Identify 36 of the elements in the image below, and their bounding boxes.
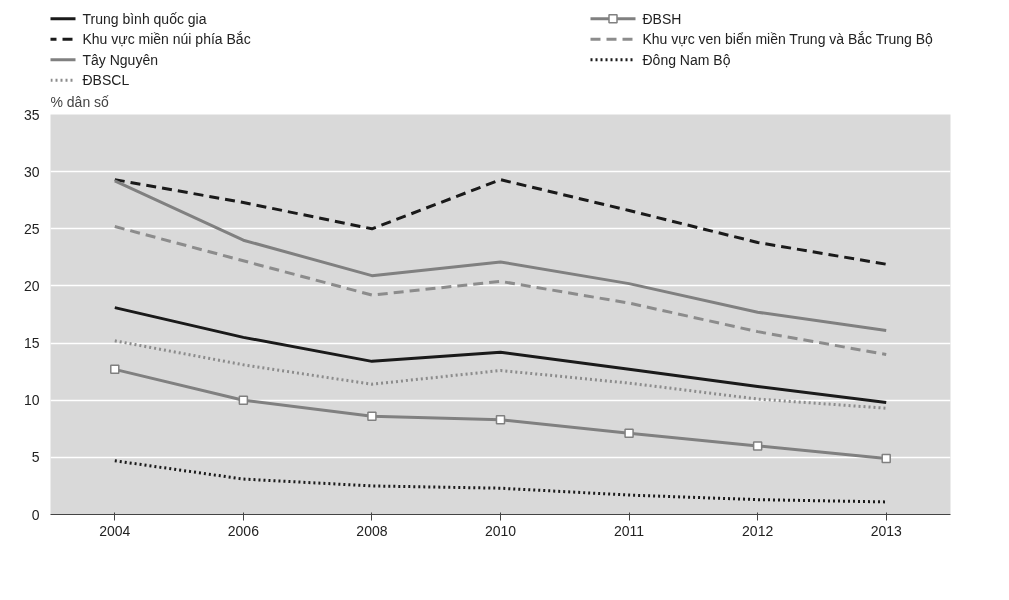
line-series	[113, 306, 888, 404]
point	[624, 428, 634, 439]
x-tick-label: 2012	[742, 522, 774, 539]
legend-label: ĐBSCL	[82, 72, 130, 89]
x-tick-label: 2013	[870, 522, 902, 539]
legend-label: Tây Nguyên	[82, 51, 158, 68]
point	[495, 414, 506, 425]
y-tick-label: 35	[23, 106, 40, 123]
line-series	[113, 178, 888, 266]
y-tick-label: 5	[31, 449, 40, 466]
x-tick-label: 2008	[356, 522, 388, 539]
legend-label: Khu vực ven biển miền Trung và Bắc Trung Bộ	[642, 31, 934, 48]
line-series	[113, 459, 888, 504]
legend-label: ĐBSH	[642, 10, 682, 27]
legend-label: Trung bình quốc gia	[82, 10, 207, 27]
x-tick-label: 2011	[614, 522, 645, 539]
y-tick-label: 10	[23, 392, 40, 409]
point	[752, 441, 763, 451]
point	[367, 411, 377, 421]
line-series	[113, 339, 888, 410]
x-tick-label: 2010	[484, 522, 517, 539]
y-tick-label: 30	[23, 163, 40, 180]
x-tick-label: 2004	[99, 522, 131, 539]
point	[110, 364, 120, 375]
line-series	[113, 179, 888, 332]
point	[238, 395, 249, 405]
x-tick-label: 2006	[227, 522, 260, 539]
y-axis-title: % dân số	[50, 93, 110, 110]
y-tick-label: 25	[23, 220, 40, 237]
line-series	[113, 225, 888, 356]
legend-label: Đông Nam Bộ	[642, 51, 731, 68]
point	[881, 453, 891, 464]
y-tick-label: 20	[23, 277, 40, 294]
y-tick-label: 15	[23, 335, 40, 352]
y-tick-label: 0	[31, 506, 40, 523]
legend-label: Khu vực miền núi phía Bắc	[82, 31, 251, 48]
